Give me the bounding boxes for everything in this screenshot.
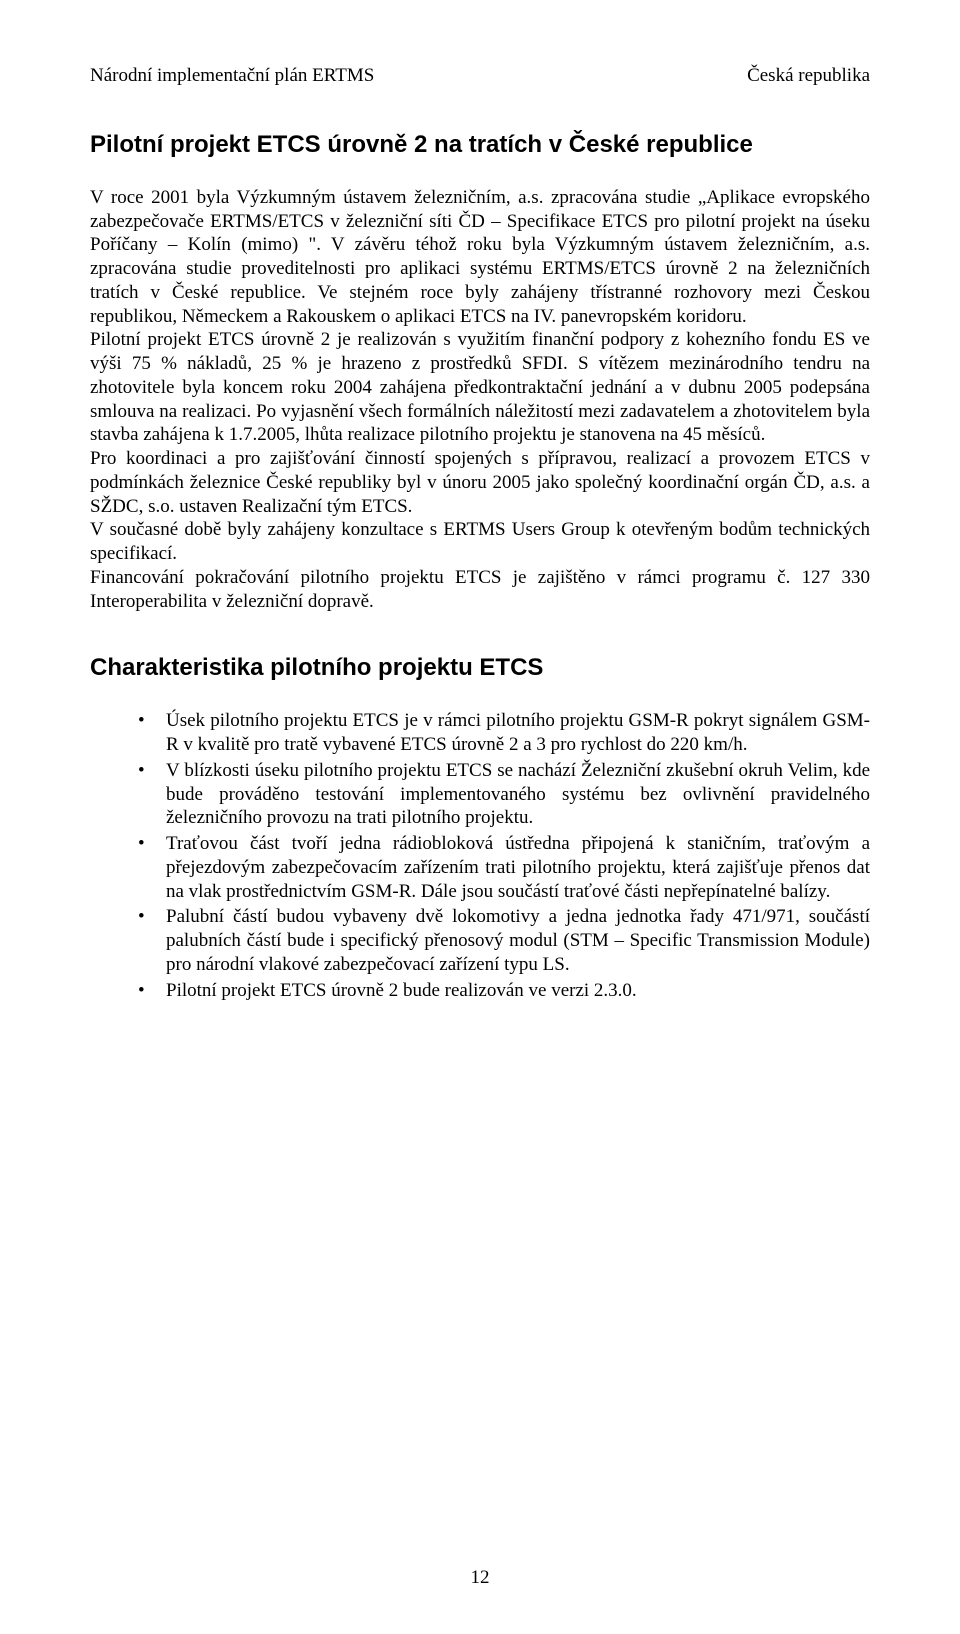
paragraph: Pro koordinaci a pro zajišťování činnost…	[90, 447, 870, 518]
section-heading: Charakteristika pilotního projektu ETCS	[90, 653, 870, 683]
list-item: V blízkosti úseku pilotního projektu ETC…	[138, 759, 870, 830]
paragraph: Pilotní projekt ETCS úrovně 2 je realizo…	[90, 328, 870, 447]
list-item: Úsek pilotního projektu ETCS je v rámci …	[138, 709, 870, 757]
header-right: Česká republika	[747, 64, 870, 88]
body-text: V roce 2001 byla Výzkumným ústavem želez…	[90, 186, 870, 614]
paragraph: V současné době byly zahájeny konzultace…	[90, 518, 870, 566]
list-item: Traťovou část tvoří jedna rádiobloková ú…	[138, 832, 870, 903]
page-title: Pilotní projekt ETCS úrovně 2 na tratích…	[90, 130, 870, 160]
list-item: Palubní částí budou vybaveny dvě lokomot…	[138, 905, 870, 976]
paragraph: Financování pokračování pilotního projek…	[90, 566, 870, 614]
bullet-list: Úsek pilotního projektu ETCS je v rámci …	[90, 709, 870, 1002]
header-left: Národní implementační plán ERTMS	[90, 64, 374, 88]
paragraph: V roce 2001 byla Výzkumným ústavem želez…	[90, 186, 870, 329]
running-header: Národní implementační plán ERTMS Česká r…	[90, 64, 870, 88]
page: Národní implementační plán ERTMS Česká r…	[90, 64, 870, 1554]
list-item: Pilotní projekt ETCS úrovně 2 bude reali…	[138, 979, 870, 1003]
page-number: 12	[90, 1566, 870, 1590]
